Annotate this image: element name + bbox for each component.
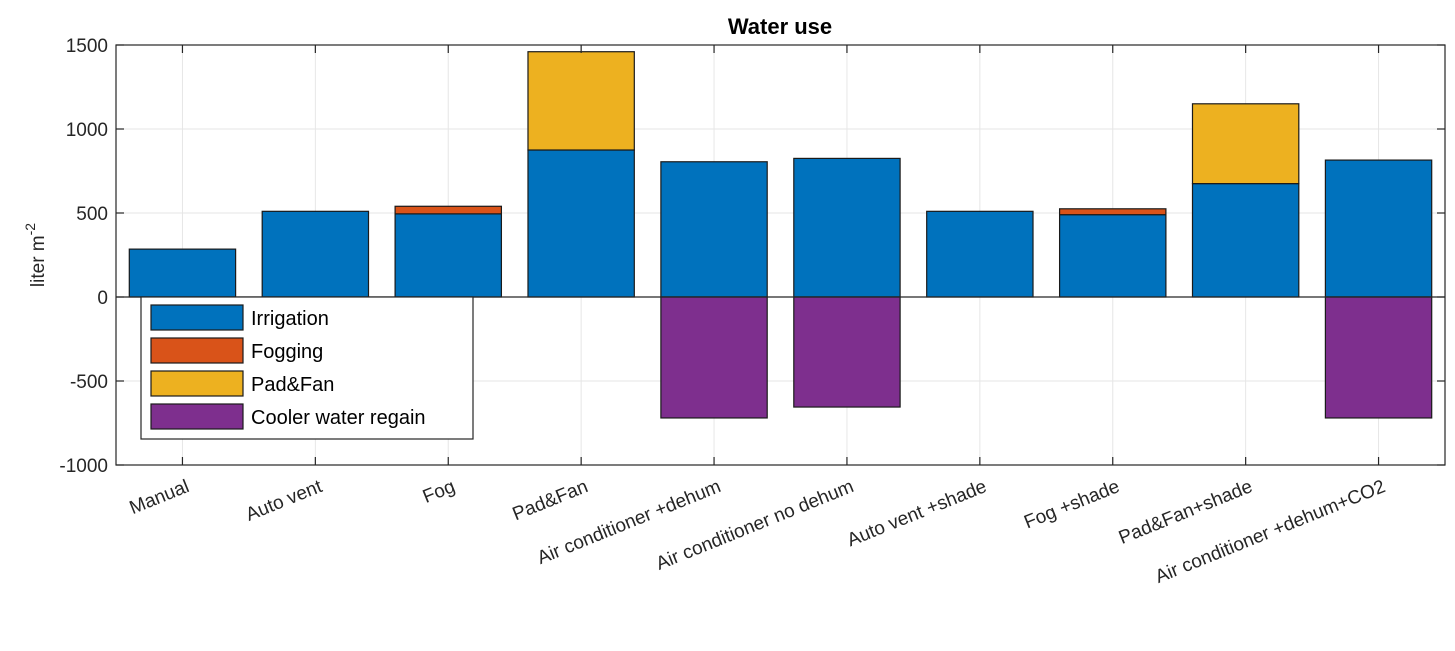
bar-irrigation	[1058, 214, 1167, 298]
bar-cooler-water-regain	[793, 296, 901, 408]
legend: Irrigation Fogging Pad&Fan Cooler water reg…	[140, 296, 474, 440]
x-tick-label: Air conditioner +dehum+CO2	[1152, 476, 1388, 588]
bar-irrigation	[926, 210, 1034, 298]
x-tick-label: Auto vent +shade	[844, 476, 989, 551]
bar-pad-fan	[527, 51, 635, 151]
legend-entry: Fogging	[251, 341, 323, 363]
legend-entry: Pad&Fan	[251, 374, 334, 396]
bar-irrigation	[394, 213, 503, 298]
x-tick-label: Auto vent	[243, 476, 326, 526]
bar-fogging	[1058, 208, 1167, 216]
y-tick-label: 1500	[66, 36, 108, 57]
bar-irrigation	[527, 149, 635, 298]
y-tick-label: 500	[76, 204, 108, 225]
bar-irrigation	[128, 248, 237, 298]
chart-title: Water use	[728, 14, 832, 39]
legend-entry: Irrigation	[251, 308, 329, 330]
bar-pad-fan	[1191, 103, 1300, 185]
bar-irrigation	[660, 161, 768, 298]
legend-swatch	[150, 403, 244, 430]
bar-irrigation	[1324, 159, 1433, 298]
bar-irrigation	[261, 210, 370, 298]
y-tick-label: 1000	[66, 120, 108, 141]
x-tick-label: Fog +shade	[1021, 476, 1122, 533]
x-tick-label: Fog	[420, 476, 458, 508]
bar-irrigation	[1191, 183, 1300, 298]
bar-cooler-water-regain	[660, 296, 768, 419]
bar-cooler-water-regain	[1324, 296, 1433, 419]
x-tick-label: Manual	[127, 476, 193, 519]
y-tick-label: -1000	[59, 456, 108, 477]
x-tick-label: Pad&Fan	[510, 476, 591, 525]
y-tick-label: -500	[70, 372, 108, 393]
bars	[128, 51, 1433, 419]
y-tick-label: 0	[97, 288, 108, 309]
axes-box	[115, 44, 1446, 466]
legend-swatch	[150, 370, 244, 397]
legend-swatch	[150, 337, 244, 364]
bar-irrigation	[793, 157, 901, 298]
bar-fogging	[394, 205, 503, 215]
y-axis-label: liter m-2	[22, 223, 49, 287]
legend-entry: Cooler water regain	[251, 407, 426, 429]
legend-swatch	[150, 304, 244, 331]
